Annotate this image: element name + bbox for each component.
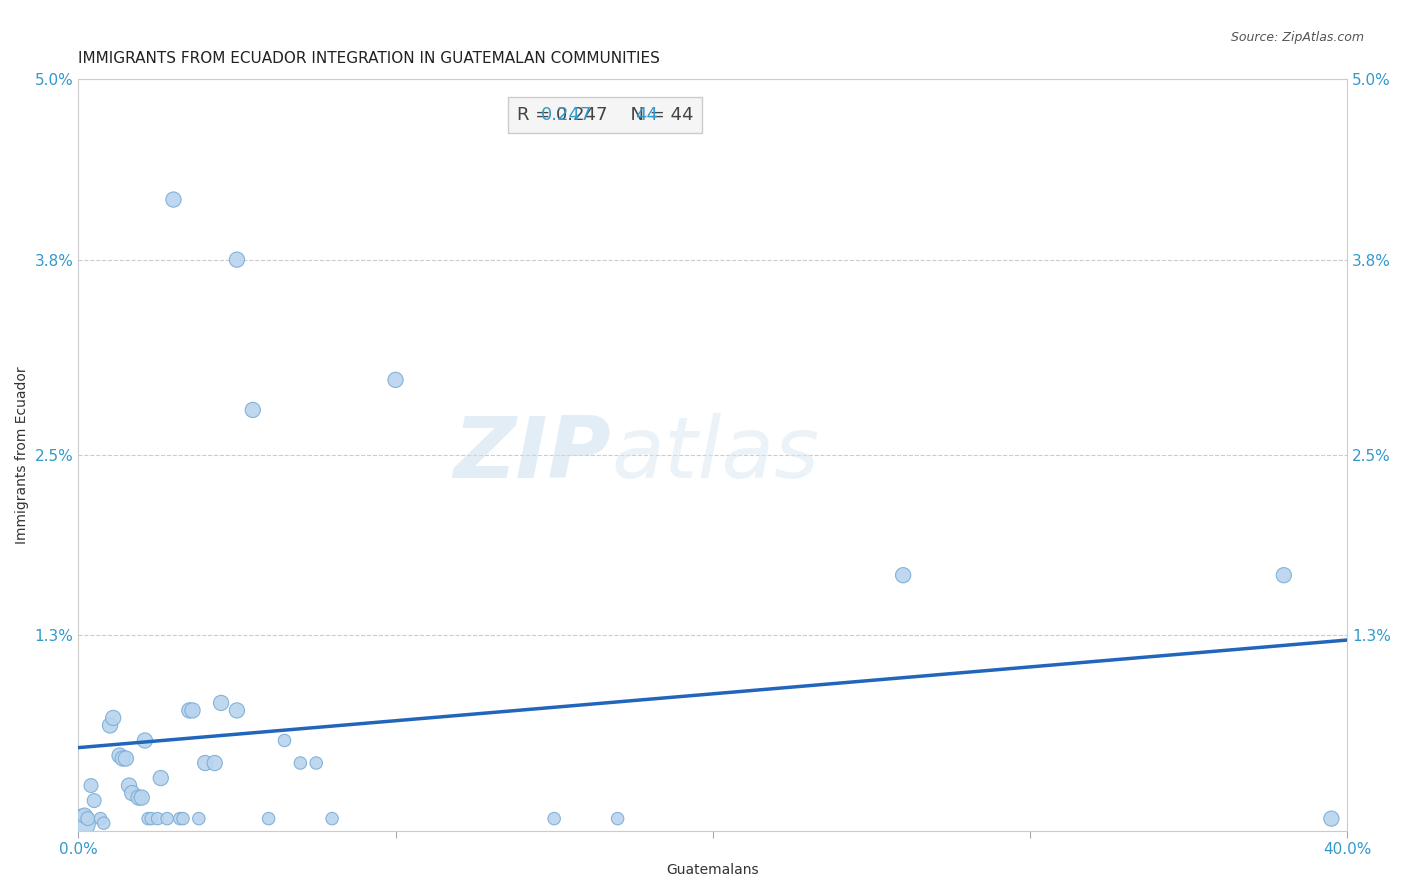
Point [226, 252, 249, 267]
Point [141, 812, 163, 826]
Point [134, 733, 156, 747]
Text: ZIP: ZIP [454, 414, 612, 497]
Point [891, 568, 914, 582]
Point [70, 816, 93, 830]
Point [226, 703, 249, 717]
Point [187, 812, 209, 826]
Point [1272, 568, 1295, 582]
Point [169, 812, 191, 826]
Text: IMMIGRANTS FROM ECUADOR INTEGRATION IN GUATEMALAN COMMUNITIES: IMMIGRANTS FROM ECUADOR INTEGRATION IN G… [79, 51, 661, 66]
X-axis label: Guatemalans: Guatemalans [666, 863, 759, 877]
Text: 44: 44 [636, 105, 658, 124]
Point [1320, 812, 1343, 826]
Point [136, 812, 159, 826]
Point [131, 790, 153, 805]
Point [118, 779, 141, 793]
Text: R = 0.247    N = 44: R = 0.247 N = 44 [516, 105, 693, 124]
Text: atlas: atlas [612, 414, 820, 497]
Point [98, 718, 121, 732]
Point [543, 812, 565, 826]
Point [108, 748, 131, 763]
Point [305, 756, 328, 770]
Point [209, 696, 232, 710]
Point [83, 794, 105, 808]
Point [172, 812, 194, 826]
Point [111, 751, 134, 765]
Point [181, 703, 204, 717]
Point [128, 790, 150, 805]
Point [242, 403, 264, 417]
Point [149, 771, 172, 785]
Point [321, 812, 343, 826]
Point [156, 812, 179, 826]
Point [103, 711, 125, 725]
Point [121, 786, 143, 800]
Point [115, 751, 138, 765]
Point [290, 756, 312, 770]
Point [194, 756, 217, 770]
Text: Source: ZipAtlas.com: Source: ZipAtlas.com [1230, 31, 1364, 45]
Point [89, 812, 111, 826]
Text: 0.247: 0.247 [541, 105, 592, 124]
Point [606, 812, 628, 826]
Point [162, 193, 184, 207]
Y-axis label: Immigrants from Ecuador: Immigrants from Ecuador [15, 367, 30, 544]
Point [80, 779, 103, 793]
Point [257, 812, 280, 826]
Point [73, 808, 96, 822]
Point [93, 816, 115, 830]
Point [273, 733, 295, 747]
Point [146, 812, 169, 826]
Point [179, 703, 201, 717]
Point [204, 756, 226, 770]
Point [384, 373, 406, 387]
Point [76, 812, 98, 826]
